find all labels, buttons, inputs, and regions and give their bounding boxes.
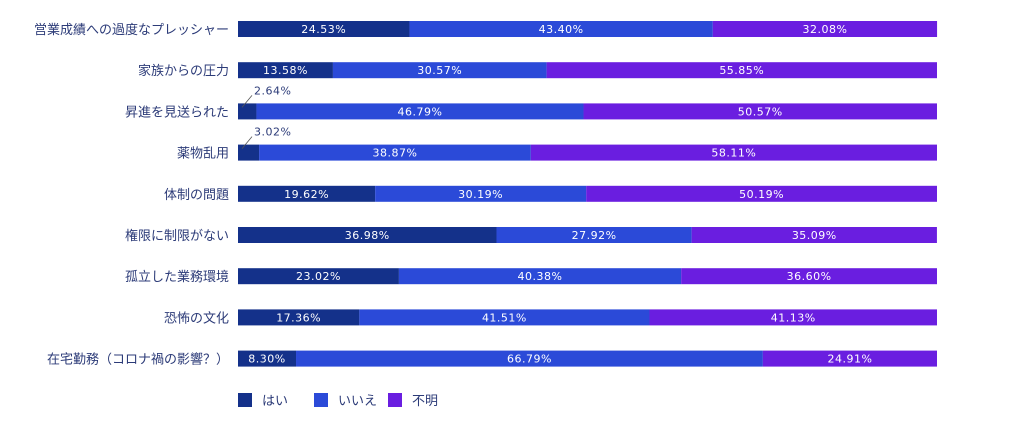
- bar-segment-yes: [238, 21, 410, 37]
- category-label: 家族からの圧力: [138, 63, 229, 79]
- bar-segment-no: [296, 350, 763, 367]
- bar-segment-yes: [238, 350, 297, 367]
- legend-swatch: [388, 393, 402, 407]
- data-label: 36.98%: [345, 229, 390, 242]
- bar-segment-unknown: [691, 227, 937, 243]
- bar-segment-unknown: [530, 144, 937, 161]
- label-leader-line: [241, 95, 253, 108]
- data-label: 32.08%: [802, 23, 847, 36]
- bar-segment-unknown: [546, 62, 937, 79]
- category-label: 薬物乱用: [177, 147, 229, 162]
- data-label: 24.53%: [301, 23, 346, 36]
- bar-segment-unknown: [583, 103, 937, 120]
- legend-label: 不明: [412, 394, 438, 409]
- bar-segment-yes: [238, 103, 257, 120]
- data-label: 40.38%: [518, 270, 563, 283]
- data-label: 23.02%: [296, 270, 341, 283]
- data-label: 50.57%: [738, 105, 783, 118]
- data-label: 46.79%: [398, 105, 443, 118]
- category-label: 昇進を見送られた: [125, 105, 229, 120]
- data-label: 66.79%: [507, 353, 552, 366]
- legend-swatch: [238, 393, 252, 407]
- data-label: 13.58%: [263, 64, 308, 77]
- bar-segment-no: [409, 21, 713, 37]
- bar-segment-no: [359, 309, 650, 326]
- bar-segment-yes: [238, 268, 399, 285]
- bar-segment-yes: [238, 185, 376, 202]
- data-label: 55.85%: [719, 64, 764, 77]
- bar-segment-unknown: [649, 309, 937, 326]
- data-label: 3.02%: [254, 126, 291, 139]
- data-label: 8.30%: [248, 353, 285, 366]
- legend-swatch: [314, 393, 328, 407]
- data-label: 35.09%: [792, 229, 837, 242]
- data-label: 50.19%: [739, 188, 784, 201]
- data-label: 17.36%: [276, 311, 321, 324]
- legend-label: いいえ: [338, 394, 377, 409]
- category-label: 在宅勤務（コロナ禍の影響？）: [47, 352, 229, 368]
- bar-segment-unknown: [712, 21, 938, 37]
- data-label: 19.62%: [284, 188, 329, 201]
- bar-segment-no: [398, 268, 682, 285]
- bar-segment-no: [259, 144, 531, 161]
- data-label: 58.11%: [711, 147, 756, 160]
- category-label: 権限に制限がない: [125, 228, 229, 244]
- data-label: 30.19%: [458, 188, 503, 201]
- bar-segment-unknown: [681, 268, 937, 285]
- data-label: 36.60%: [787, 270, 832, 283]
- bar-segment-yes: [238, 62, 333, 79]
- category-label: 体制の問題: [164, 188, 229, 203]
- legend-label: はい: [262, 394, 288, 409]
- data-label: 24.91%: [827, 353, 872, 366]
- data-label: 2.64%: [254, 84, 291, 97]
- bar-segment-yes: [238, 309, 360, 326]
- data-label: 43.40%: [539, 23, 584, 36]
- data-label: 30.57%: [417, 64, 462, 77]
- bar-segment-unknown: [762, 350, 937, 367]
- bar-segment-no: [256, 103, 584, 120]
- category-label: 営業成績への過度なプレッシャー: [34, 22, 229, 38]
- data-label: 27.92%: [572, 229, 617, 242]
- bar-segment-yes: [238, 227, 497, 243]
- bar-segment-no: [375, 185, 587, 202]
- data-label: 41.13%: [771, 311, 816, 324]
- category-label: 恐怖の文化: [164, 310, 229, 326]
- bar-segment-unknown: [586, 185, 937, 202]
- bar-segment-no: [496, 227, 692, 243]
- bar-segment-no: [332, 62, 547, 79]
- data-label: 41.51%: [482, 311, 527, 324]
- label-leader-line: [241, 136, 253, 149]
- category-label: 孤立した業務環境: [125, 269, 229, 285]
- bar-segment-yes: [238, 144, 260, 161]
- data-label: 38.87%: [372, 147, 417, 160]
